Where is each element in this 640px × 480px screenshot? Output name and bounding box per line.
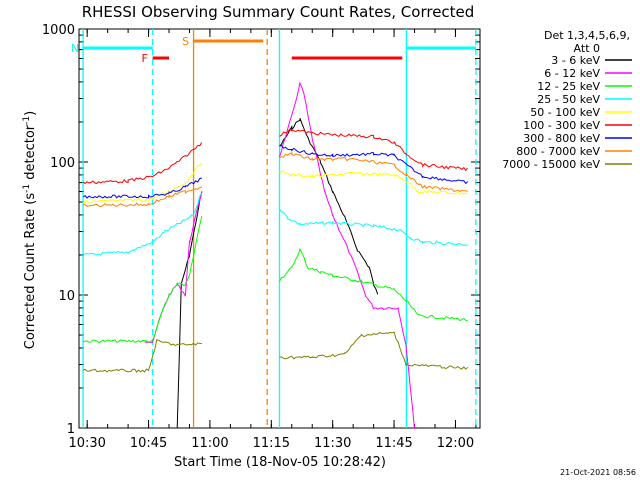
- plot-area: 10:30 10:45 11:00 11:15 11:30 11:45 12:00 1101…: [42, 23, 481, 451]
- legend-label-0: 3 - 6 keV: [551, 54, 600, 67]
- y-axis-label-exp2: -1: [22, 116, 32, 125]
- flag-label-F: F: [141, 52, 147, 65]
- y-tick-label-2: 100: [50, 156, 75, 171]
- x-axis-label: Start Time (18-Nov-05 10:28:42): [174, 455, 386, 470]
- series-line-4-0: [83, 163, 203, 204]
- series-line-5-1: [279, 128, 469, 172]
- y-tick-label-1: 10: [58, 289, 75, 304]
- series-lines: [82, 82, 469, 429]
- y-axis-ticks: 1 10 100 1000: [42, 23, 480, 437]
- y-axis-label-mid: detector: [23, 124, 38, 184]
- y-axis-label-end: ): [23, 111, 38, 116]
- series-line-4-1: [279, 170, 468, 195]
- x-tick-label-6: 12:00: [437, 436, 474, 451]
- region-lines: [82, 29, 477, 428]
- series-line-5-0: [82, 142, 203, 185]
- flag-label-S: S: [182, 35, 189, 48]
- legend-label-8: 7000 - 15000 keV: [502, 158, 600, 171]
- series-line-6-1: [279, 145, 469, 185]
- series-line-7-0: [83, 186, 202, 208]
- legend-label-1: 6 - 12 keV: [544, 67, 600, 80]
- series-line-0-0: [176, 191, 203, 429]
- chart-title: RHESSI Observing Summary Count Rates, Co…: [82, 3, 475, 21]
- legend-label-6: 300 - 800 keV: [523, 132, 600, 145]
- series-line-0-1: [279, 118, 379, 295]
- legend-header-2: Att 0: [574, 42, 600, 55]
- legend-label-5: 100 - 300 keV: [523, 119, 600, 132]
- series-line-2-0: [82, 215, 203, 344]
- flag-label-N: N: [71, 42, 79, 55]
- x-tick-label-4: 11:30: [314, 436, 351, 451]
- series-line-8-0: [82, 339, 202, 373]
- y-axis-label: Corrected Count Rate (s-1 detector-1): [22, 111, 38, 349]
- x-tick-label-3: 11:15: [253, 436, 290, 451]
- legend-label-2: 12 - 25 keV: [537, 80, 600, 93]
- y-tick-label-3: 1000: [42, 23, 75, 38]
- series-line-8-1: [279, 331, 469, 370]
- series-line-3-1: [279, 208, 468, 246]
- x-tick-label-0: 10:30: [68, 436, 105, 451]
- legend-label-7: 800 - 7000 keV: [516, 145, 600, 158]
- series-line-3-0: [82, 192, 203, 256]
- x-tick-label-2: 11:00: [191, 436, 228, 451]
- x-tick-label-1: 10:45: [130, 436, 167, 451]
- legend-label-4: 50 - 100 keV: [530, 106, 600, 119]
- timestamp: 21-Oct-2021 08:56: [560, 468, 636, 477]
- flag-bars: N F S: [71, 35, 476, 65]
- legend-header-1: Det 1,3,4,5,6,9,: [544, 29, 630, 42]
- series-line-6-0: [82, 177, 202, 199]
- y-tick-label-0: 1: [67, 422, 75, 437]
- x-tick-label-5: 11:45: [375, 436, 412, 451]
- legend-label-3: 25 - 50 keV: [537, 93, 600, 106]
- series-line-7-1: [279, 152, 468, 192]
- y-axis-label-exp1: -1: [22, 184, 32, 193]
- series-line-2-1: [279, 248, 468, 322]
- y-axis-label-main: Corrected Count Rate (s: [23, 193, 38, 350]
- series-line-1-1: [279, 82, 415, 429]
- x-axis-ticks: 10:30 10:45 11:00 11:15 11:30 11:45 12:00: [68, 29, 477, 451]
